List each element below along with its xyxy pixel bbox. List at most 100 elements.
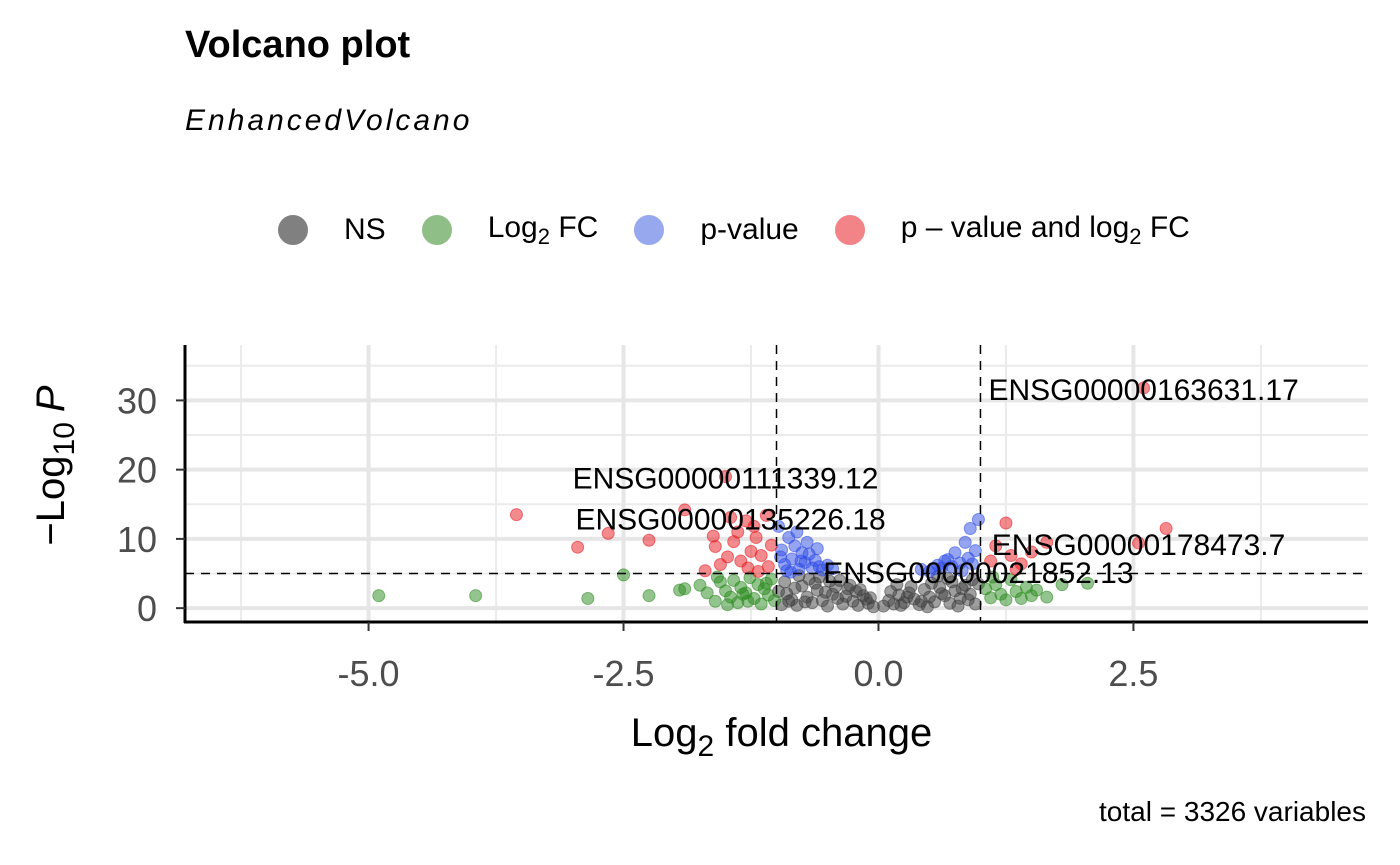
data-point xyxy=(642,533,656,547)
data-point xyxy=(747,519,761,533)
y-tick-label: 0 xyxy=(137,588,157,629)
data-point xyxy=(767,594,781,608)
data-point xyxy=(1040,535,1054,549)
data-point xyxy=(1137,381,1151,395)
data-point xyxy=(772,519,786,533)
data-point xyxy=(1159,522,1173,536)
data-point xyxy=(708,594,722,608)
data-point xyxy=(938,554,952,568)
data-point xyxy=(754,597,768,611)
data-point xyxy=(1055,578,1069,592)
data-point xyxy=(678,582,692,596)
data-point xyxy=(782,594,796,608)
data-point xyxy=(989,539,1003,553)
data-point xyxy=(935,587,949,601)
data-point xyxy=(1009,562,1023,576)
data-point xyxy=(853,582,867,596)
y-tick-label: 20 xyxy=(117,450,157,491)
legend-label-ns: NS xyxy=(344,213,386,246)
data-point xyxy=(1040,590,1054,604)
data-point xyxy=(818,585,832,599)
data-point xyxy=(961,593,975,607)
data-point xyxy=(794,554,808,568)
data-point xyxy=(754,549,768,563)
x-tick-label: 0.0 xyxy=(853,653,903,694)
gene-label: ENSG00000021852.13 xyxy=(823,557,1133,590)
data-point xyxy=(727,535,741,549)
data-point xyxy=(721,598,735,612)
data-point xyxy=(617,568,631,582)
chart-subtitle: EnhancedVolcano xyxy=(185,104,473,137)
data-point xyxy=(968,544,982,558)
data-point xyxy=(951,599,965,613)
data-point xyxy=(798,595,812,609)
data-point xyxy=(509,508,523,522)
data-point xyxy=(571,540,585,554)
data-point xyxy=(800,535,814,549)
x-tick-label: -5.0 xyxy=(338,653,400,694)
legend-key-log2fc xyxy=(421,215,452,245)
data-point xyxy=(900,590,914,604)
data-point xyxy=(678,503,692,517)
gene-label: ENSG00000178473.7 xyxy=(992,529,1286,562)
data-point xyxy=(955,582,969,596)
data-point xyxy=(700,586,714,600)
data-point xyxy=(698,564,712,578)
data-point xyxy=(920,600,934,614)
legend-label-pvalue: p-value xyxy=(700,213,799,246)
data-point xyxy=(999,593,1013,607)
data-point xyxy=(784,565,798,579)
legend-key-ns xyxy=(278,215,308,245)
data-point xyxy=(790,525,804,539)
data-point xyxy=(788,581,802,595)
data-point xyxy=(984,554,998,568)
legend-item-ns: NS xyxy=(278,213,386,247)
data-point xyxy=(890,578,904,592)
legend-key-pvalue xyxy=(634,215,665,245)
data-point xyxy=(764,538,778,552)
legend-key-pvalue-and-log2fc xyxy=(834,215,865,245)
legend-item-pvalue-and-log2fc: p – value and log2 FC xyxy=(834,210,1190,250)
data-point xyxy=(759,508,773,522)
gene-label: ENSG00000163631.17 xyxy=(989,374,1299,407)
data-point xyxy=(958,535,972,549)
data-point xyxy=(642,589,656,603)
legend: NS Log2 FC p-value p – value and log2 FC xyxy=(278,205,1190,255)
data-point xyxy=(581,591,595,605)
data-point xyxy=(999,516,1013,530)
legend-label-pvalue-and-log2fc: p – value and log2 FC xyxy=(900,210,1190,249)
data-point xyxy=(372,589,386,603)
data-point xyxy=(963,522,977,536)
data-point xyxy=(1024,545,1038,559)
data-point xyxy=(965,557,979,571)
gene-label: ENSG00000135226.18 xyxy=(575,503,885,536)
data-point xyxy=(721,550,735,564)
y-axis-title: −Log10P xyxy=(29,385,81,545)
data-point xyxy=(1081,576,1095,590)
data-point xyxy=(719,470,733,484)
data-point xyxy=(761,560,775,574)
data-point xyxy=(736,587,750,601)
y-tick-label: 10 xyxy=(117,519,157,560)
data-point xyxy=(724,510,738,524)
legend-label-log2fc: Log2 FC xyxy=(487,210,599,249)
data-point xyxy=(971,513,985,527)
data-point xyxy=(601,526,615,540)
data-point xyxy=(810,542,824,556)
data-point xyxy=(1004,573,1018,587)
data-point xyxy=(820,599,834,613)
gene-label: ENSG00000111339.12 xyxy=(573,463,879,496)
data-point xyxy=(948,546,962,560)
chart-caption: total = 3326 variables xyxy=(1099,796,1366,827)
y-tick-label: 30 xyxy=(117,380,157,421)
series-2 xyxy=(772,513,985,579)
x-axis-title: Log2 fold change xyxy=(631,711,932,763)
data-point xyxy=(826,562,840,576)
data-point xyxy=(706,529,720,543)
data-point xyxy=(863,591,877,605)
data-point xyxy=(928,562,942,576)
data-point xyxy=(1004,549,1018,563)
x-tick-label: 2.5 xyxy=(1108,653,1158,694)
data-point xyxy=(1132,536,1146,550)
chart-title: Volcano plot xyxy=(185,24,411,66)
